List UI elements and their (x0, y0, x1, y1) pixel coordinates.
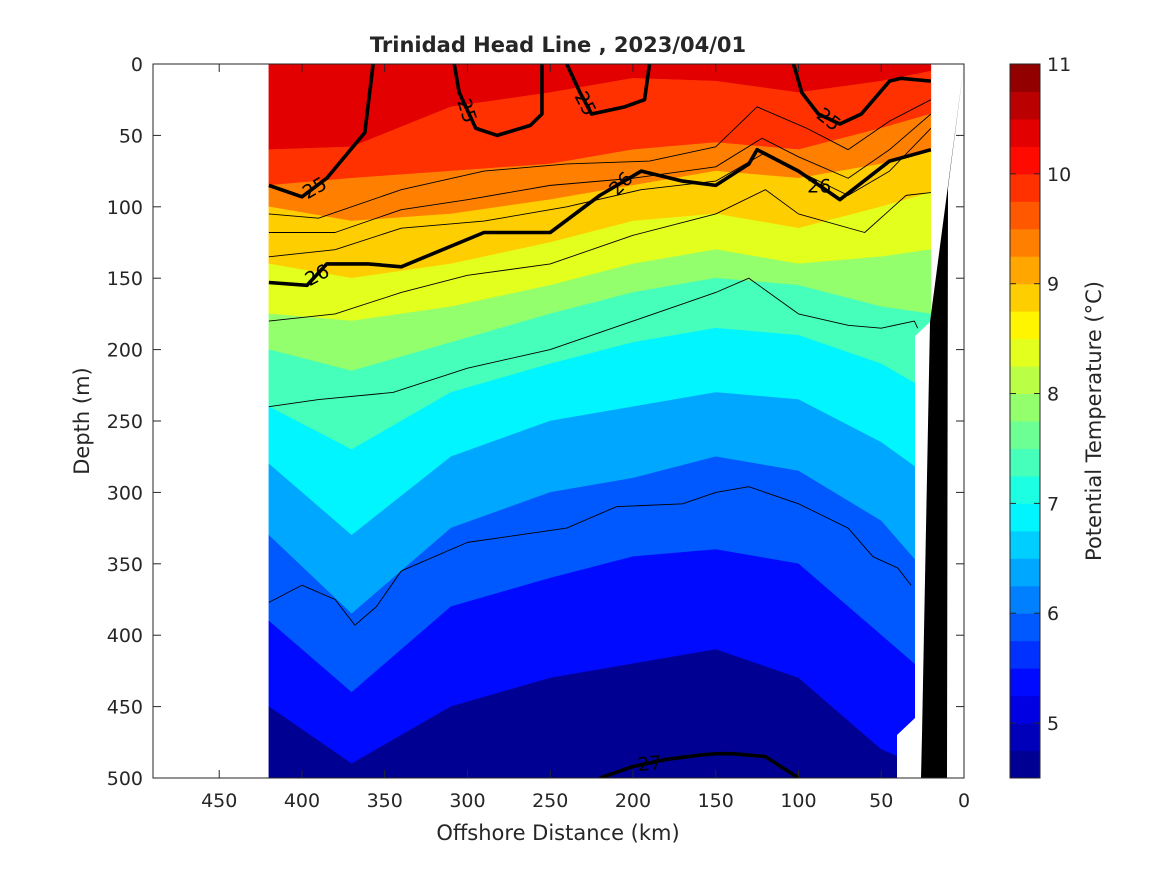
contour-label-text: 27 (636, 752, 662, 776)
density-contour-major (599, 751, 800, 778)
density-contour-minor (268, 99, 932, 219)
colorbar-swatch (1010, 146, 1040, 175)
density-contour-major (565, 64, 652, 116)
colorbar-swatch (1010, 530, 1040, 559)
colorbar-swatch (1010, 366, 1040, 395)
colorbar-swatch (1010, 338, 1040, 367)
y-axis: 0 50 100 150 200 250 300 350 400 450 500 (107, 54, 964, 790)
x-tick-label: 400 (284, 790, 320, 812)
density-contour-major (268, 147, 932, 288)
density-contour-major (452, 64, 544, 138)
x-tick-label: 50 (869, 790, 893, 812)
y-tick-label: 500 (107, 768, 143, 790)
seafloor-mask (897, 64, 964, 778)
colorbar-tick-label: 6 (1047, 603, 1059, 625)
density-contour-minor (268, 127, 932, 258)
colorbar-tick-label: 9 (1047, 274, 1059, 296)
temperature-band (268, 649, 932, 778)
colorbar-swatch (1010, 695, 1040, 724)
colorbar-swatch (1010, 228, 1040, 257)
colorbar-swatch (1010, 750, 1040, 779)
land-shelf (921, 64, 964, 778)
density-contour-minor (268, 113, 932, 233)
colorbar-label: Potential Temperature (°C) (1082, 281, 1106, 561)
x-tick-label: 250 (532, 790, 568, 812)
colorbar-swatch (1010, 723, 1040, 752)
colorbar-swatch (1010, 256, 1040, 285)
contour-label-text: 26 (807, 175, 831, 197)
colorbar-swatch (1010, 393, 1040, 422)
colorbar-swatch (1010, 558, 1040, 587)
colorbar-swatch (1010, 448, 1040, 477)
x-tick-label: 350 (367, 790, 403, 812)
colorbar-tick-label: 11 (1047, 54, 1071, 76)
colorbar-swatch (1010, 91, 1040, 120)
y-tick-label: 450 (107, 697, 143, 719)
colorbar-swatch (1010, 640, 1040, 669)
y-tick-label: 0 (131, 54, 143, 76)
colorbar-frame (1009, 63, 1041, 779)
colorbar-swatch (1010, 613, 1040, 642)
y-tick-label: 150 (107, 268, 143, 290)
x-axis: 450 400 350 300 250 200 150 100 50 0 (201, 64, 970, 812)
colorbar-swatch (1010, 475, 1040, 504)
x-tick-label: 150 (698, 790, 734, 812)
colorbar-swatch (1010, 585, 1040, 614)
x-tick-label: 200 (615, 790, 651, 812)
x-axis-label: Offshore Distance (km) (436, 821, 679, 845)
colorbar-tick-label: 7 (1047, 493, 1059, 515)
x-tick-label: 0 (958, 790, 970, 812)
chart-title: Trinidad Head Line , 2023/04/01 (370, 33, 746, 57)
colorbar-swatch (1010, 201, 1040, 230)
colorbar-swatch (1010, 64, 1040, 92)
density-contour-minor (268, 486, 912, 626)
colorbar-swatch (1010, 311, 1040, 340)
contour-label: 26 (807, 175, 831, 197)
density-contour-major (268, 64, 375, 199)
y-tick-label: 350 (107, 554, 143, 576)
colorbar-tick-label: 8 (1047, 384, 1059, 406)
y-tick-label: 400 (107, 625, 143, 647)
colorbar-swatch (1010, 668, 1040, 697)
y-tick-label: 100 (107, 197, 143, 219)
colorbar-swatch (1010, 118, 1040, 147)
colorbar-swatch (1010, 173, 1040, 202)
contour-label: 27 (636, 752, 662, 776)
colorbar: 5 6 7 8 9 10 11 (1009, 54, 1071, 779)
y-tick-label: 250 (107, 411, 143, 433)
density-contour-minor (268, 189, 931, 322)
x-tick-label: 100 (780, 790, 816, 812)
y-tick-label: 300 (107, 482, 143, 504)
colorbar-tick-label: 5 (1047, 713, 1059, 735)
colorbar-swatch (1010, 421, 1040, 449)
y-axis-label: Depth (m) (70, 367, 94, 474)
colorbar-tick-label: 10 (1047, 164, 1071, 186)
y-tick-label: 200 (107, 340, 143, 362)
colorbar-swatch (1010, 503, 1040, 532)
colorbar-swatch (1010, 283, 1040, 312)
density-contour-major (791, 64, 932, 126)
y-tick-label: 50 (119, 125, 143, 147)
x-tick-label: 300 (449, 790, 485, 812)
temperature-fill-layer (268, 64, 932, 778)
density-contour-minor (268, 277, 919, 408)
x-tick-label: 450 (201, 790, 237, 812)
